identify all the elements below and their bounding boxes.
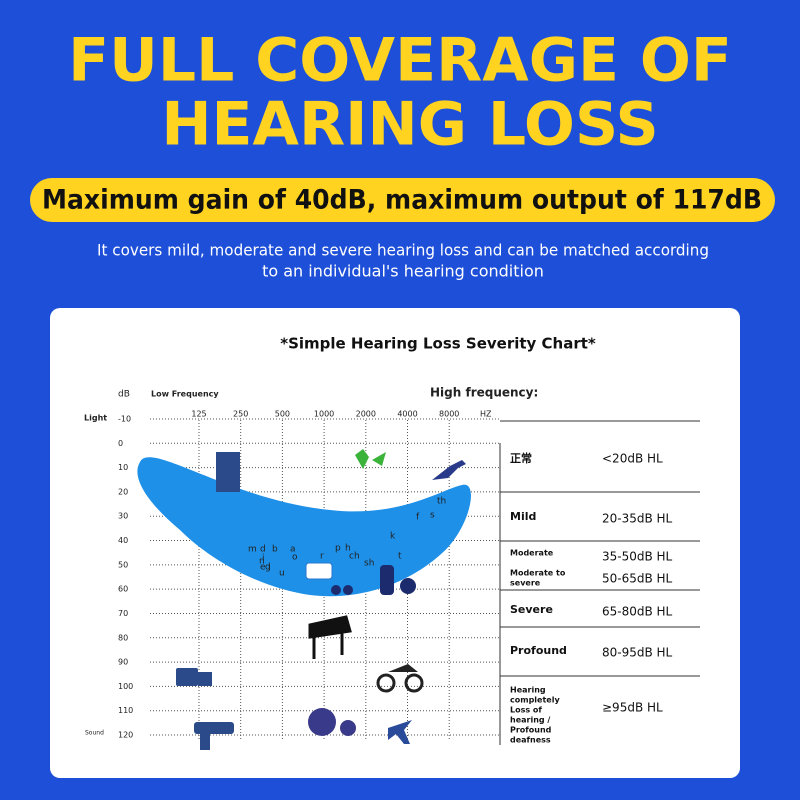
db-level-label: 10 <box>118 463 128 472</box>
leaf-icon <box>355 449 386 469</box>
truck-icon <box>198 672 212 686</box>
phoneme: p <box>335 544 341 554</box>
severity-range: 35-50dB HL <box>602 550 673 564</box>
motorcycle-icon <box>376 673 396 693</box>
phoneme: sh <box>364 559 374 569</box>
frequency-label: 4000 <box>397 410 417 419</box>
db-level-label: 80 <box>118 633 128 642</box>
db-level-label: 100 <box>118 682 133 691</box>
phoneme: o <box>292 553 298 563</box>
people-icon <box>331 585 341 595</box>
severity-name: completely <box>510 696 560 705</box>
severity-range: 20-35dB HL <box>602 512 673 526</box>
db-level-label: -10 <box>118 415 131 424</box>
db-level-label: 40 <box>118 536 128 545</box>
severity-name: Profound <box>510 644 567 657</box>
phoneme: u <box>279 569 285 579</box>
db-level-label: 70 <box>118 609 128 618</box>
db-level-label: 60 <box>118 585 128 594</box>
phoneme: t <box>398 552 402 562</box>
phoneme: a <box>290 545 296 555</box>
phoneme: d <box>260 545 266 555</box>
vacuum-icon <box>400 578 416 594</box>
phoneme: i <box>262 554 265 564</box>
db-level-label: 90 <box>118 658 128 667</box>
music-icon <box>340 720 356 736</box>
drill-icon <box>200 732 210 750</box>
phoneme: th <box>437 497 446 507</box>
severity-name: 正常 <box>510 451 532 465</box>
db-level-label: 0 <box>118 439 123 448</box>
bird-icon <box>432 460 466 480</box>
phoneme: s <box>430 511 435 521</box>
db-level-label: 30 <box>118 512 128 521</box>
truck-icon <box>176 668 198 686</box>
severity-range: ≥95dB HL <box>602 701 663 715</box>
severity-name: Moderate to <box>510 569 566 578</box>
severity-range: 65-80dB HL <box>602 605 673 619</box>
phoneme: k <box>390 532 396 542</box>
high-frequency-label: High frequency: <box>430 386 538 400</box>
db-level-label: 20 <box>118 487 128 496</box>
db-level-label: 120 <box>118 731 133 740</box>
motorcycle-icon <box>404 673 424 693</box>
db-level-label: 110 <box>118 706 133 715</box>
frequency-label: 125 <box>191 410 206 419</box>
severity-name: Hearing <box>510 686 546 695</box>
overlay: 125 250 500 1000 2000 4000 8000 -10 0 10 20 30 40 50 6… <box>118 410 700 745</box>
frequency-label: 250 <box>233 410 248 419</box>
icons <box>176 449 466 750</box>
highlight-pill <box>30 178 775 222</box>
phoneme: g <box>265 563 271 573</box>
highlight-text: Maximum gain of 40dB, maximum output of … <box>42 185 762 216</box>
phoneme: h <box>345 544 351 554</box>
severity-name: Severe <box>510 603 553 616</box>
frequency-label: 1000 <box>314 410 334 419</box>
severity-name: deafness <box>510 736 551 745</box>
title-line: FULL COVERAGE OF <box>68 26 732 96</box>
frequency-label: 8000 <box>439 410 459 419</box>
phoneme: e <box>260 563 266 573</box>
motorcycle-icon <box>388 664 418 672</box>
drill-icon <box>194 722 234 734</box>
fridge-icon <box>216 452 240 492</box>
severity-range: 80-95dB HL <box>602 646 673 660</box>
music-icon <box>308 708 336 736</box>
frequency-label: 500 <box>275 410 290 419</box>
sound-label: Sound <box>85 730 104 737</box>
piano-icon <box>308 615 352 659</box>
frequency-label: 2000 <box>356 410 376 419</box>
severity-name: severe <box>510 579 541 588</box>
db-level-label: 50 <box>118 560 128 569</box>
description: to an individual's hearing condition <box>262 262 544 281</box>
severity-range: 50-65dB HL <box>602 572 673 586</box>
severity-name: hearing / <box>510 716 550 725</box>
severity-name: Loss of <box>510 706 542 715</box>
people-icon <box>343 585 353 595</box>
severity-name: Profound <box>510 726 552 735</box>
chart-title: *Simple Hearing Loss Severity Chart* <box>280 335 596 353</box>
phoneme: b <box>272 545 278 555</box>
low-frequency-label: Low Frequency <box>151 390 219 399</box>
severity-range: <20dB HL <box>602 452 663 466</box>
light-label: Light <box>84 414 107 423</box>
db-label: dB <box>118 390 130 400</box>
phoneme: r <box>320 552 324 562</box>
title-line: HEARING LOSS <box>161 90 658 160</box>
phoneme: f <box>416 513 420 523</box>
phoneme: ch <box>349 552 360 562</box>
vacuum-icon <box>380 565 394 595</box>
speech-icon <box>305 562 333 580</box>
plane-icon <box>388 720 412 744</box>
description: It covers mild, moderate and severe hear… <box>97 241 709 260</box>
phoneme: m <box>248 545 257 555</box>
frequency-unit: HZ <box>480 410 492 419</box>
severity-name: Mild <box>510 510 536 523</box>
phoneme: n <box>259 557 265 567</box>
severity-name: Moderate <box>510 549 554 558</box>
phoneme: l <box>268 563 271 573</box>
